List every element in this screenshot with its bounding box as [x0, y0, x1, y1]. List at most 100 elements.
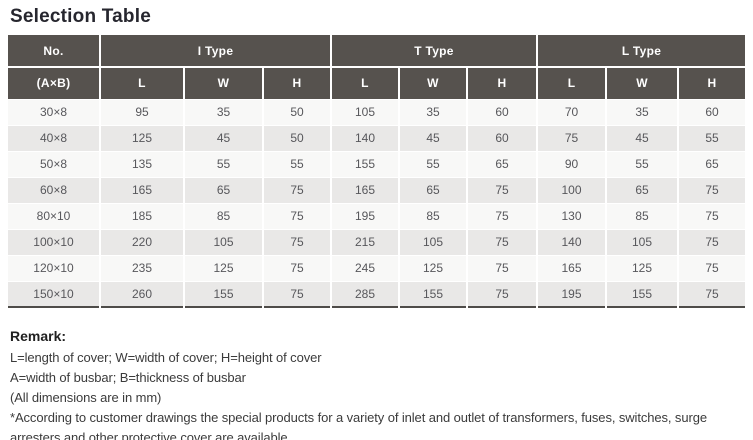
- cell-value: 35: [398, 98, 467, 125]
- cell-value: 90: [536, 150, 607, 177]
- cell-value: 165: [99, 176, 184, 203]
- cell-value: 60: [677, 98, 746, 125]
- cell-value: 45: [605, 124, 679, 151]
- cell-value: 195: [330, 202, 399, 229]
- cell-value: 155: [330, 150, 399, 177]
- cell-value: 75: [465, 280, 538, 307]
- cell-value: 75: [262, 280, 331, 307]
- cell-value: 155: [605, 280, 679, 307]
- page-title: Selection Table: [10, 6, 151, 27]
- cell-value: 155: [398, 280, 467, 307]
- col-subheader-t-h: H: [465, 67, 538, 99]
- cell-value: 130: [536, 202, 607, 229]
- cell-value: 55: [262, 150, 331, 177]
- remark-line-legend-ab: A=width of busbar; B=thickness of busbar: [10, 370, 246, 385]
- cell-value: 95: [99, 98, 184, 125]
- table-row: 80×10 185 85 75 195 85 75 130 85 75: [8, 202, 746, 229]
- cell-value: 75: [677, 254, 746, 281]
- header-sub-row: (A×B) L W H L W H L W H: [8, 67, 746, 99]
- cell-value: 60: [465, 124, 538, 151]
- cell-no: 120×10: [8, 254, 100, 281]
- cell-value: 155: [183, 280, 263, 307]
- cell-value: 105: [183, 228, 263, 255]
- col-subheader-i-w: W: [183, 67, 263, 99]
- cell-no: 150×10: [8, 280, 100, 307]
- col-subheader-l-w: W: [605, 67, 679, 99]
- cell-value: 45: [183, 124, 263, 151]
- cell-value: 85: [183, 202, 263, 229]
- col-header-no: No.: [8, 35, 100, 68]
- cell-value: 140: [330, 124, 399, 151]
- cell-value: 125: [605, 254, 679, 281]
- cell-value: 105: [398, 228, 467, 255]
- cell-value: 70: [536, 98, 607, 125]
- col-subheader-t-w: W: [398, 67, 467, 99]
- remark-line-units: (All dimensions are in mm): [10, 390, 162, 405]
- table-row: 60×8 165 65 75 165 65 75 100 65 75: [8, 176, 746, 203]
- col-group-i-type: I Type: [99, 35, 331, 68]
- cell-value: 135: [99, 150, 184, 177]
- cell-value: 75: [677, 202, 746, 229]
- cell-value: 75: [262, 254, 331, 281]
- cell-value: 220: [99, 228, 184, 255]
- cell-value: 50: [262, 124, 331, 151]
- cell-value: 55: [677, 124, 746, 151]
- cell-no: 80×10: [8, 202, 100, 229]
- cell-value: 260: [99, 280, 184, 307]
- cell-value: 75: [262, 228, 331, 255]
- cell-value: 75: [465, 228, 538, 255]
- table-row: 30×8 95 35 50 105 35 60 70 35 60: [8, 98, 746, 125]
- cell-value: 55: [605, 150, 679, 177]
- cell-value: 50: [262, 98, 331, 125]
- table-row: 50×8 135 55 55 155 55 65 90 55 65: [8, 150, 746, 177]
- cell-value: 75: [262, 176, 331, 203]
- col-subheader-l-l: L: [536, 67, 607, 99]
- col-subheader-i-h: H: [262, 67, 331, 99]
- header-group-row: No. I Type T Type L Type: [8, 35, 746, 68]
- cell-value: 140: [536, 228, 607, 255]
- cell-value: 75: [465, 254, 538, 281]
- table-row: 40×8 125 45 50 140 45 60 75 45 55: [8, 124, 746, 151]
- cell-value: 35: [183, 98, 263, 125]
- cell-value: 215: [330, 228, 399, 255]
- cell-value: 75: [465, 202, 538, 229]
- cell-value: 105: [605, 228, 679, 255]
- cell-value: 75: [262, 202, 331, 229]
- selection-table: No. I Type T Type L Type (A×B) L W H L W…: [8, 35, 746, 308]
- cell-value: 165: [330, 176, 399, 203]
- col-subheader-l-h: H: [677, 67, 746, 99]
- cell-value: 195: [536, 280, 607, 307]
- cell-value: 65: [398, 176, 467, 203]
- cell-value: 75: [677, 280, 746, 307]
- col-group-t-type: T Type: [329, 35, 538, 68]
- cell-value: 55: [183, 150, 263, 177]
- cell-value: 285: [330, 280, 399, 307]
- cell-value: 75: [677, 176, 746, 203]
- col-group-l-type: L Type: [536, 35, 746, 68]
- cell-no: 50×8: [8, 150, 100, 177]
- table-row: 120×10 235 125 75 245 125 75 165 125 75: [8, 254, 746, 281]
- cell-value: 65: [465, 150, 538, 177]
- cell-value: 235: [99, 254, 184, 281]
- cell-value: 125: [398, 254, 467, 281]
- cell-value: 55: [398, 150, 467, 177]
- col-subheader-t-l: L: [330, 67, 399, 99]
- cell-value: 85: [605, 202, 679, 229]
- cell-value: 125: [183, 254, 263, 281]
- cell-value: 105: [330, 98, 399, 125]
- table-row: 100×10 220 105 75 215 105 75 140 105 75: [8, 228, 746, 255]
- cell-value: 125: [99, 124, 184, 151]
- cell-no: 30×8: [8, 98, 100, 125]
- cell-value: 85: [398, 202, 467, 229]
- table-body: 30×8 95 35 50 105 35 60 70 35 60 40×8 125 45 50 140 45 6…: [8, 98, 746, 307]
- cell-value: 75: [677, 228, 746, 255]
- cell-value: 75: [536, 124, 607, 151]
- table-header: No. I Type T Type L Type (A×B) L W H L W…: [8, 35, 746, 99]
- col-subheader-i-l: L: [99, 67, 184, 99]
- cell-value: 65: [677, 150, 746, 177]
- cell-value: 100: [536, 176, 607, 203]
- cell-value: 165: [536, 254, 607, 281]
- cell-value: 65: [605, 176, 679, 203]
- table-row: 150×10 260 155 75 285 155 75 195 155 75: [8, 280, 746, 307]
